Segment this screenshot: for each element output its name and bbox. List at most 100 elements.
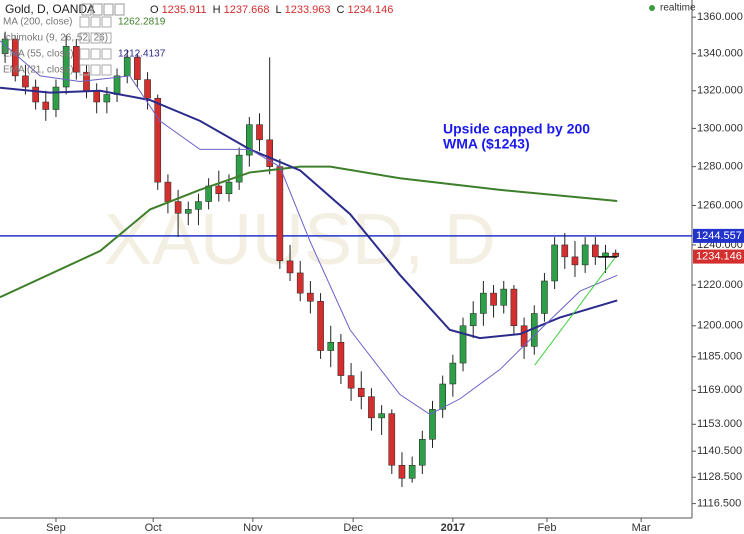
candle-body [592,244,599,258]
candle-body [378,413,385,419]
legend-button[interactable] [101,64,112,76]
y-tick-label: 1220.000 [697,279,743,291]
status: realtime [660,3,696,14]
candle-body [571,256,579,266]
price-tag-label: 1234.146 [696,250,742,262]
header-button[interactable] [81,3,92,16]
ohlc-readout: O 1235.911 H 1237.668 L 1233.963 C 1234.146 [150,4,393,16]
indicator-line [0,40,618,416]
legend-button[interactable] [101,48,112,60]
legend-button[interactable] [79,16,90,28]
ohlc-label: C [337,4,345,16]
candle-body [429,409,436,440]
candle-body [347,375,355,389]
candle-body [225,181,233,195]
candle-body [398,465,406,479]
indicator-line [534,254,618,366]
candle-body [235,154,243,183]
symbol-title[interactable]: Gold, D, OANDA [5,2,95,16]
ohlc-value: 1235.911 [162,4,207,16]
legend-button[interactable] [79,48,90,60]
candle-body [266,139,273,167]
candle-body [500,288,508,306]
candle-body [1,38,9,54]
y-tick-label: 1116.500 [697,498,741,510]
ohlc-label: O [150,4,159,16]
x-tick-label: Dec [343,522,363,534]
header-button[interactable] [114,3,125,16]
legend-value: 1262.2819 [118,17,166,28]
candle-body [469,313,477,327]
legend-name: MA (200, close) [3,17,72,28]
candle-body [144,79,151,99]
candle-body [195,201,202,210]
candle-body [22,75,29,88]
candle-body [510,288,518,327]
candle-body [113,75,121,95]
indicator-line [0,165,618,299]
ohlc-value: 1234.146 [347,4,393,16]
y-tick-label: 1140.500 [697,445,742,457]
x-tick-label: Nov [243,522,263,534]
candle-body [123,57,131,77]
indicator-line [0,86,618,340]
candle-body [581,244,589,266]
legend-button[interactable] [79,64,90,76]
y-tick-label: 1300.000 [697,122,743,134]
candle-body [327,342,335,351]
candle-body [93,90,100,103]
candle-body [357,387,365,397]
candle-body [317,300,324,351]
x-tick-label: Oct [145,522,162,534]
y-tick-label: 1169.000 [697,384,742,396]
candle-body [439,383,446,410]
x-tick-label: Mar [632,522,651,534]
candle-body [174,201,182,214]
annotation: WMA ($1243) [443,136,530,152]
candle-body [612,252,619,257]
legend-button[interactable] [90,32,101,44]
y-tick-label: 1200.000 [697,320,743,332]
legend-button[interactable] [90,48,101,60]
header-button[interactable] [92,3,103,16]
header-button[interactable] [103,3,114,16]
price-tag [693,228,744,243]
candle-body [134,57,141,80]
candle-body [520,325,528,347]
candle-body [42,101,50,110]
x-tick-label: Feb [538,522,557,534]
y-tick-label: 1320.000 [697,85,743,97]
candle-body [307,292,314,302]
candle-body [459,325,467,364]
legend-value: 1212.4137 [118,49,166,60]
status-dot [649,5,655,11]
x-tick-label: Sep [46,522,66,534]
ohlc-value: 1233.963 [285,4,331,16]
legend-name: Ichimoku (9, 26, 52, 26) [3,33,108,44]
candle-body [215,185,223,195]
legend-button[interactable] [90,16,101,28]
candle-body [541,280,548,314]
y-tick-label: 1360.000 [697,11,743,23]
candle-body [286,260,294,274]
candle-body [276,166,284,262]
candle-body [388,413,396,466]
candle-body [256,124,263,141]
candle-body [164,181,172,202]
candle-body [73,46,80,73]
candle-body [490,292,497,306]
legend-button[interactable] [101,16,112,28]
y-tick-label: 1128.500 [697,471,742,483]
candle-body [52,86,60,110]
price-tag [693,249,744,264]
y-tick-label: 1153.000 [697,418,742,430]
y-tick-label: 1185.000 [697,351,742,363]
legend-button[interactable] [101,32,112,44]
candle-body [551,244,558,282]
legend-button[interactable] [90,64,101,76]
legend-name: EMA (55, close) [3,49,74,60]
legend-button[interactable] [79,32,90,44]
ohlc-label: H [213,4,221,16]
